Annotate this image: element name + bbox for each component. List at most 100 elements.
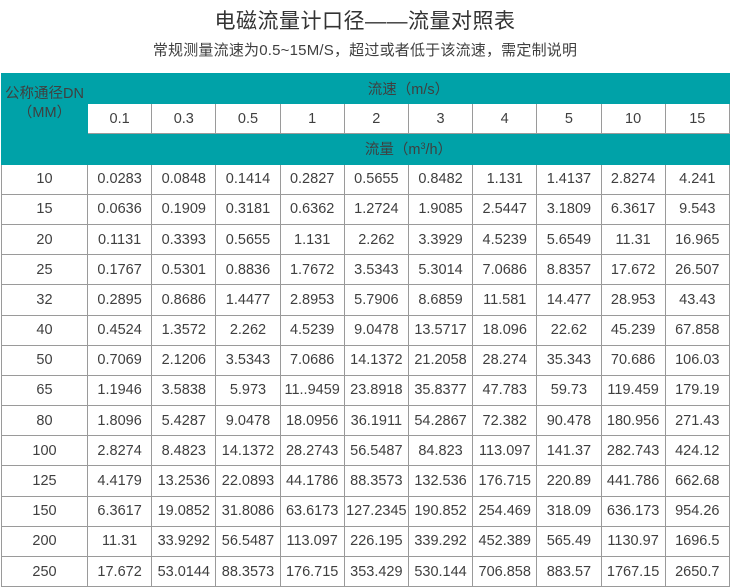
cell-flow-value: 9.0478 <box>215 405 281 437</box>
cell-flow-value: 90.478 <box>536 405 602 437</box>
header-flow-unit-exponent: 3 <box>420 141 426 152</box>
table-header: 公称通径DN （MM） 流速（m/s） 0.1 0.3 0.5 1 2 3 4 … <box>1 72 730 165</box>
cell-flow-value: 18.096 <box>472 314 538 346</box>
cell-flow-value: 0.6362 <box>279 193 345 225</box>
cell-flow-value: 424.12 <box>664 435 730 467</box>
cell-flow-value: 113.097 <box>472 435 538 467</box>
cell-flow-value: 4.4179 <box>86 465 153 497</box>
cell-nominal-diameter: 125 <box>1 465 88 497</box>
cell-flow-value: 1.8096 <box>86 405 153 437</box>
header-nominal-diameter-line2: （MM） <box>17 104 72 121</box>
cell-nominal-diameter: 15 <box>1 193 88 225</box>
cell-flow-value: 1.7672 <box>279 254 345 286</box>
cell-flow-value: 6.3617 <box>86 495 153 527</box>
table-body: 10 0.0283 0.0848 0.1414 0.2827 0.5655 0.8482 1.… <box>1 163 730 588</box>
cell-flow-value: 3.5343 <box>215 344 281 376</box>
cell-flow-value: 9.0478 <box>343 314 409 346</box>
table-row: 20 0.1131 0.3393 0.5655 1.131 2.262 3.3929 4.52… <box>1 223 730 256</box>
cell-flow-value: 2650.7 <box>664 555 730 588</box>
header-velocity-label: 流速 <box>367 82 397 99</box>
cell-flow-value: 0.3393 <box>151 223 217 256</box>
cell-flow-value: 2.1206 <box>151 344 217 376</box>
cell-nominal-diameter: 50 <box>1 344 88 376</box>
header-row-velocity-title: 公称通径DN （MM） 流速（m/s） <box>1 72 730 135</box>
cell-flow-value: 0.7069 <box>86 344 153 376</box>
cell-flow-value: 11..9459 <box>279 374 345 407</box>
cell-flow-value: 35.343 <box>536 344 602 376</box>
cell-flow-value: 1.9085 <box>407 193 474 225</box>
cell-flow-value: 2.8274 <box>86 435 153 467</box>
cell-flow-value: 1.131 <box>472 163 538 195</box>
header-flow-unit-post: /h） <box>425 142 453 159</box>
cell-flow-value: 84.823 <box>407 435 474 467</box>
cell-flow-value: 565.49 <box>536 525 602 558</box>
table-row: 65 1.1946 3.5838 5.973 11..9459 23.8918 35.837… <box>1 374 730 407</box>
cell-flow-value: 954.26 <box>664 495 730 527</box>
cell-flow-value: 88.3573 <box>343 465 409 497</box>
header-velocity-unit: （m/s） <box>396 82 450 99</box>
cell-flow-value: 1696.5 <box>664 525 730 558</box>
cell-flow-value: 56.5487 <box>343 435 409 467</box>
table-row: 32 0.2895 0.8686 1.4477 2.8953 5.7906 8.6859 11… <box>1 284 730 316</box>
cell-flow-value: 17.672 <box>86 555 153 588</box>
cell-flow-value: 0.5655 <box>343 163 409 195</box>
cell-nominal-diameter: 40 <box>1 314 88 346</box>
cell-flow-value: 883.57 <box>536 555 602 588</box>
cell-flow-value: 282.743 <box>600 435 666 467</box>
cell-flow-value: 72.382 <box>472 405 538 437</box>
table-row: 80 1.8096 5.4287 9.0478 18.0956 36.1911 54.286… <box>1 405 730 437</box>
cell-flow-value: 11.31 <box>600 223 666 256</box>
cell-flow-value: 1.1946 <box>86 374 153 407</box>
cell-nominal-diameter: 150 <box>1 495 88 527</box>
cell-flow-value: 28.2743 <box>279 435 345 467</box>
cell-flow-value: 3.5838 <box>151 374 217 407</box>
table-row: 200 11.31 33.9292 56.5487 113.097 226.195 339.… <box>1 525 730 558</box>
table-row: 125 4.4179 13.2536 22.0893 44.1786 88.3573 132… <box>1 465 730 497</box>
cell-flow-value: 56.5487 <box>215 525 281 558</box>
cell-flow-value: 19.0852 <box>151 495 217 527</box>
cell-flow-value: 2.5447 <box>472 193 538 225</box>
cell-flow-value: 2.262 <box>215 314 281 346</box>
header-velocity-1: 0.3 <box>151 103 217 135</box>
cell-flow-value: 63.6173 <box>279 495 345 527</box>
table-row: 25 0.1767 0.5301 0.8836 1.7672 3.5343 5.3014 7.… <box>1 254 730 286</box>
cell-flow-value: 4.5239 <box>279 314 345 346</box>
flow-rate-table: 公称通径DN （MM） 流速（m/s） 0.1 0.3 0.5 1 2 3 4 … <box>1 72 730 588</box>
cell-flow-value: 3.3929 <box>407 223 474 256</box>
cell-flow-value: 0.8482 <box>407 163 474 195</box>
header-velocity-9: 15 <box>664 103 730 135</box>
cell-flow-value: 353.429 <box>343 555 409 588</box>
cell-flow-value: 220.89 <box>536 465 602 497</box>
header-flow-unit-pre: （m <box>393 142 421 159</box>
cell-flow-value: 0.8836 <box>215 254 281 286</box>
cell-flow-value: 8.6859 <box>407 284 474 316</box>
cell-flow-value: 441.786 <box>600 465 666 497</box>
cell-nominal-diameter: 10 <box>1 163 88 195</box>
cell-flow-value: 180.956 <box>600 405 666 437</box>
cell-flow-value: 7.0686 <box>472 254 538 286</box>
cell-flow-value: 6.3617 <box>600 193 666 225</box>
cell-flow-value: 28.953 <box>600 284 666 316</box>
cell-flow-value: 1.4137 <box>536 163 602 195</box>
header-velocity-7: 5 <box>536 103 602 135</box>
cell-flow-value: 5.6549 <box>536 223 602 256</box>
header-nominal-diameter: 公称通径DN （MM） <box>1 72 88 135</box>
header-row-velocity-values: 0.1 0.3 0.5 1 2 3 4 5 10 15 <box>2 103 730 135</box>
cell-nominal-diameter: 200 <box>1 525 88 558</box>
cell-nominal-diameter: 20 <box>1 223 88 256</box>
cell-flow-value: 11.31 <box>86 525 153 558</box>
cell-nominal-diameter: 80 <box>1 405 88 437</box>
header-velocity-group: 流速（m/s） <box>87 72 730 105</box>
cell-flow-value: 0.1767 <box>86 254 153 286</box>
header-row-flow-title: 流量（m3/h） <box>1 133 730 165</box>
cell-flow-value: 36.1911 <box>343 405 409 437</box>
cell-flow-value: 0.2895 <box>86 284 153 316</box>
cell-flow-value: 16.965 <box>664 223 730 256</box>
cell-flow-value: 11.581 <box>472 284 538 316</box>
cell-flow-value: 14.1372 <box>215 435 281 467</box>
cell-flow-value: 662.68 <box>664 465 730 497</box>
cell-flow-value: 35.8377 <box>407 374 474 407</box>
cell-nominal-diameter: 32 <box>1 284 88 316</box>
table-row: 150 6.3617 19.0852 31.8086 63.6173 127.2345 19… <box>1 495 730 527</box>
cell-flow-value: 3.5343 <box>343 254 409 286</box>
